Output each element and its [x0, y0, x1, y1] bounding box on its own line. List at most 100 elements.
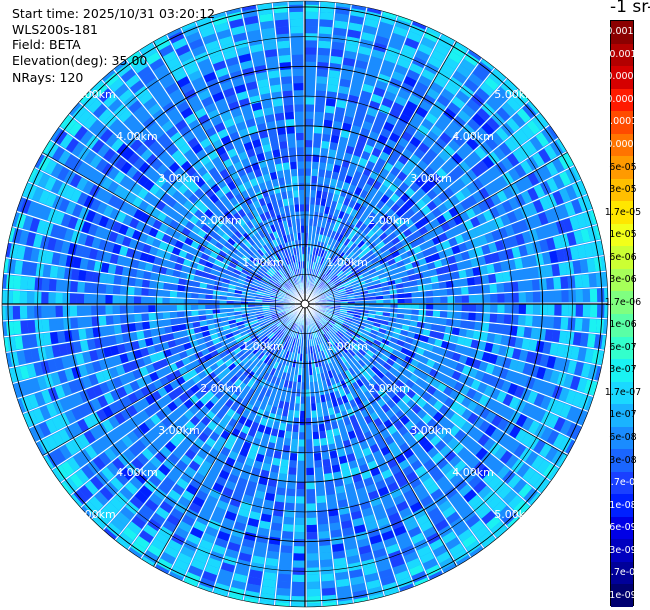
range-gate: [316, 76, 328, 85]
range-gate: [323, 177, 331, 186]
range-gate: [449, 473, 463, 486]
range-gate: [521, 231, 532, 244]
range-gate: [471, 359, 482, 370]
range-gate: [522, 103, 537, 119]
range-gate: [426, 148, 438, 161]
range-gate: [326, 331, 332, 339]
range-gate: [390, 203, 401, 213]
range-gate: [316, 488, 326, 497]
range-gate: [415, 188, 427, 199]
range-gate: [352, 473, 363, 483]
range-gate: [126, 295, 135, 304]
range-gate: [99, 326, 108, 337]
range-gate: [27, 276, 36, 290]
range-gate: [482, 313, 491, 323]
range-gate: [305, 154, 312, 162]
range-gate: [421, 194, 432, 205]
range-gate: [320, 318, 327, 325]
range-gate: [411, 112, 425, 124]
range-gate: [369, 534, 383, 545]
range-gate: [338, 272, 346, 279]
range-gate: [515, 129, 529, 144]
range-gate: [316, 241, 322, 249]
range-gate: [360, 315, 368, 321]
range-gate: [310, 197, 316, 205]
range-gate: [373, 339, 382, 347]
range-gate: [319, 282, 326, 289]
range-gate: [525, 243, 535, 255]
range-gate: [320, 559, 333, 568]
range-gate: [498, 142, 512, 156]
range-gate: [5, 274, 15, 289]
range-gate: [341, 371, 348, 380]
range-gate: [489, 283, 498, 293]
range-gate: [71, 329, 80, 341]
range-gate: [566, 406, 578, 421]
range-gate: [479, 141, 493, 155]
range-gate: [418, 258, 427, 266]
range-gate: [320, 1, 335, 6]
range-gate: [319, 273, 325, 280]
range-gate: [401, 276, 410, 283]
range-gate: [372, 205, 381, 215]
range-gate: [281, 538, 293, 547]
range-gate: [501, 102, 516, 117]
range-gate: [478, 531, 494, 545]
range-gate: [163, 319, 172, 327]
range-gate: [383, 499, 395, 510]
range-gate: [327, 192, 334, 201]
range-gate: [410, 442, 422, 454]
range-gate: [329, 316, 337, 322]
range-gate: [423, 277, 432, 285]
range-gate: [468, 73, 483, 87]
range-gate: [345, 145, 355, 155]
range-gate: [493, 334, 503, 345]
range-gate: [416, 321, 425, 329]
range-gate: [377, 388, 387, 398]
range-gate: [458, 528, 473, 543]
range-gate: [448, 121, 462, 134]
range-gate: [484, 76, 499, 91]
range-gate: [394, 241, 404, 250]
range-gate: [513, 499, 528, 515]
range-gate: [394, 64, 408, 76]
range-gate: [377, 486, 390, 497]
range-gate: [315, 104, 325, 113]
range-gate: [406, 234, 416, 243]
range-gate: [460, 320, 469, 329]
ray-gap: [304, 208, 593, 305]
range-gate: [329, 142, 338, 151]
range-gate: [368, 332, 377, 340]
range-gate: [311, 410, 317, 418]
range-gate: [420, 424, 432, 436]
range-gate: [427, 56, 443, 69]
range-gate: [338, 329, 346, 336]
range-gate: [5, 290, 13, 304]
range-gate: [448, 492, 463, 505]
range-gate: [112, 295, 120, 304]
range-gate: [347, 261, 355, 268]
range-gate: [293, 410, 300, 418]
range-gate: [343, 417, 351, 426]
range-gate: [394, 95, 408, 107]
range-gate: [425, 239, 435, 248]
range-gate: [315, 330, 320, 338]
range-gate: [383, 299, 391, 304]
range-gate: [411, 404, 422, 415]
range-gate: [329, 286, 337, 291]
range-gate: [527, 390, 538, 404]
range-gate: [339, 309, 348, 313]
range-gate: [306, 460, 314, 468]
range-gate: [350, 575, 365, 586]
range-gate: [364, 76, 377, 87]
range-gate: [347, 138, 357, 148]
range-gate: [376, 200, 386, 210]
range-gate: [413, 130, 426, 142]
range-gate: [396, 476, 409, 488]
range-gate: [531, 214, 542, 228]
range-gate: [333, 266, 341, 274]
range-gate: [374, 362, 383, 371]
range-gate: [414, 220, 425, 230]
ray-gap: [304, 10, 383, 305]
range-gate: [381, 97, 394, 108]
